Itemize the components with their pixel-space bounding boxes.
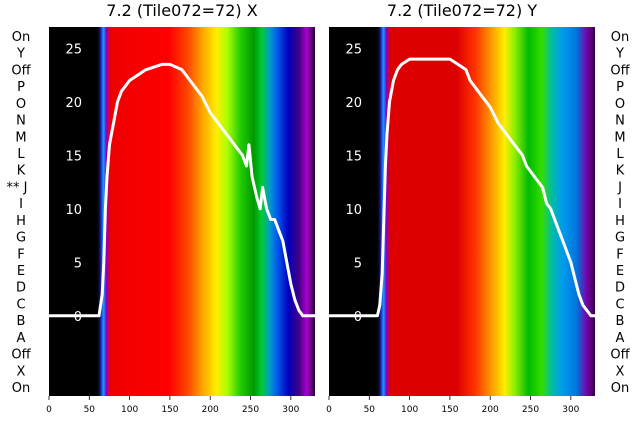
row-label: O (16, 97, 26, 112)
row-label: Off (11, 63, 31, 78)
heatmap-background (329, 27, 595, 396)
row-label: I (19, 197, 23, 212)
row-label: K (616, 164, 625, 179)
row-label: ** J (7, 180, 28, 195)
row-label: Y (16, 47, 25, 62)
row-label: G (615, 231, 625, 246)
x-tick-label: 100 (121, 405, 138, 415)
row-label: D (615, 281, 625, 296)
row-label: On (611, 30, 629, 45)
row-label: Off (610, 63, 630, 78)
x-tick-label: 200 (482, 405, 499, 415)
row-label: N (615, 114, 625, 129)
chart-panel-1: 7.2 (Tile072=72) X0510152025OnYOffPONMLK… (7, 1, 315, 415)
row-label: J (617, 180, 622, 195)
row-label: L (17, 147, 25, 162)
row-label: H (16, 214, 26, 229)
row-label: C (615, 297, 624, 312)
x-tick-label: 50 (84, 405, 96, 415)
row-label: O (615, 97, 625, 112)
x-tick-label: 250 (522, 405, 539, 415)
row-label: N (16, 114, 26, 129)
row-label: P (616, 80, 624, 95)
row-label: X (616, 364, 625, 379)
row-label: I (618, 197, 622, 212)
row-label: M (15, 130, 26, 145)
y-tick-label: 20 (345, 96, 362, 111)
row-label: Y (615, 47, 624, 62)
y-tick-label: 5 (354, 256, 362, 271)
row-label: Off (610, 348, 630, 363)
row-label: On (12, 381, 30, 396)
y-tick-label: 20 (65, 96, 82, 111)
x-tick-label: 50 (364, 405, 376, 415)
x-tick-label: 300 (562, 405, 579, 415)
x-tick-label: 250 (242, 405, 259, 415)
row-label: F (616, 247, 623, 262)
row-label: L (616, 147, 624, 162)
x-tick-label: 150 (441, 405, 458, 415)
row-label: On (611, 381, 629, 396)
row-label: D (16, 281, 26, 296)
row-label: A (17, 331, 26, 346)
x-tick-label: 100 (401, 405, 418, 415)
y-tick-label: 25 (345, 42, 362, 57)
row-label: B (616, 314, 625, 329)
x-tick-label: 200 (202, 405, 219, 415)
row-label: H (615, 214, 625, 229)
x-tick-label: 0 (326, 405, 332, 415)
row-label: A (616, 331, 625, 346)
row-label: P (17, 80, 25, 95)
chart-title: 7.2 (Tile072=72) X (106, 1, 257, 20)
y-tick-label: 15 (345, 149, 362, 164)
y-tick-label: 5 (74, 256, 82, 271)
row-label: F (17, 247, 24, 262)
row-label: X (17, 364, 26, 379)
row-label: On (12, 30, 30, 45)
row-label: C (16, 297, 25, 312)
series-line (329, 57, 595, 318)
y-tick-label: 10 (65, 203, 82, 218)
chart-title: 7.2 (Tile072=72) Y (387, 1, 537, 20)
x-tick-label: 300 (282, 405, 299, 415)
row-label: E (616, 264, 624, 279)
row-label: M (614, 130, 625, 145)
row-label: Off (11, 348, 31, 363)
heatmap-background (49, 27, 315, 396)
row-label: B (17, 314, 26, 329)
series-line (49, 62, 315, 318)
row-label: K (17, 164, 26, 179)
row-label: E (17, 264, 25, 279)
row-label: G (16, 231, 26, 246)
y-tick-label: 25 (65, 42, 82, 57)
x-tick-label: 0 (46, 405, 52, 415)
y-tick-label: 10 (345, 203, 362, 218)
x-tick-label: 150 (161, 405, 178, 415)
y-tick-label: 15 (65, 149, 82, 164)
chart-panel-2: 7.2 (Tile072=72) Y0510152025OnYOffPONMLK… (326, 1, 630, 415)
